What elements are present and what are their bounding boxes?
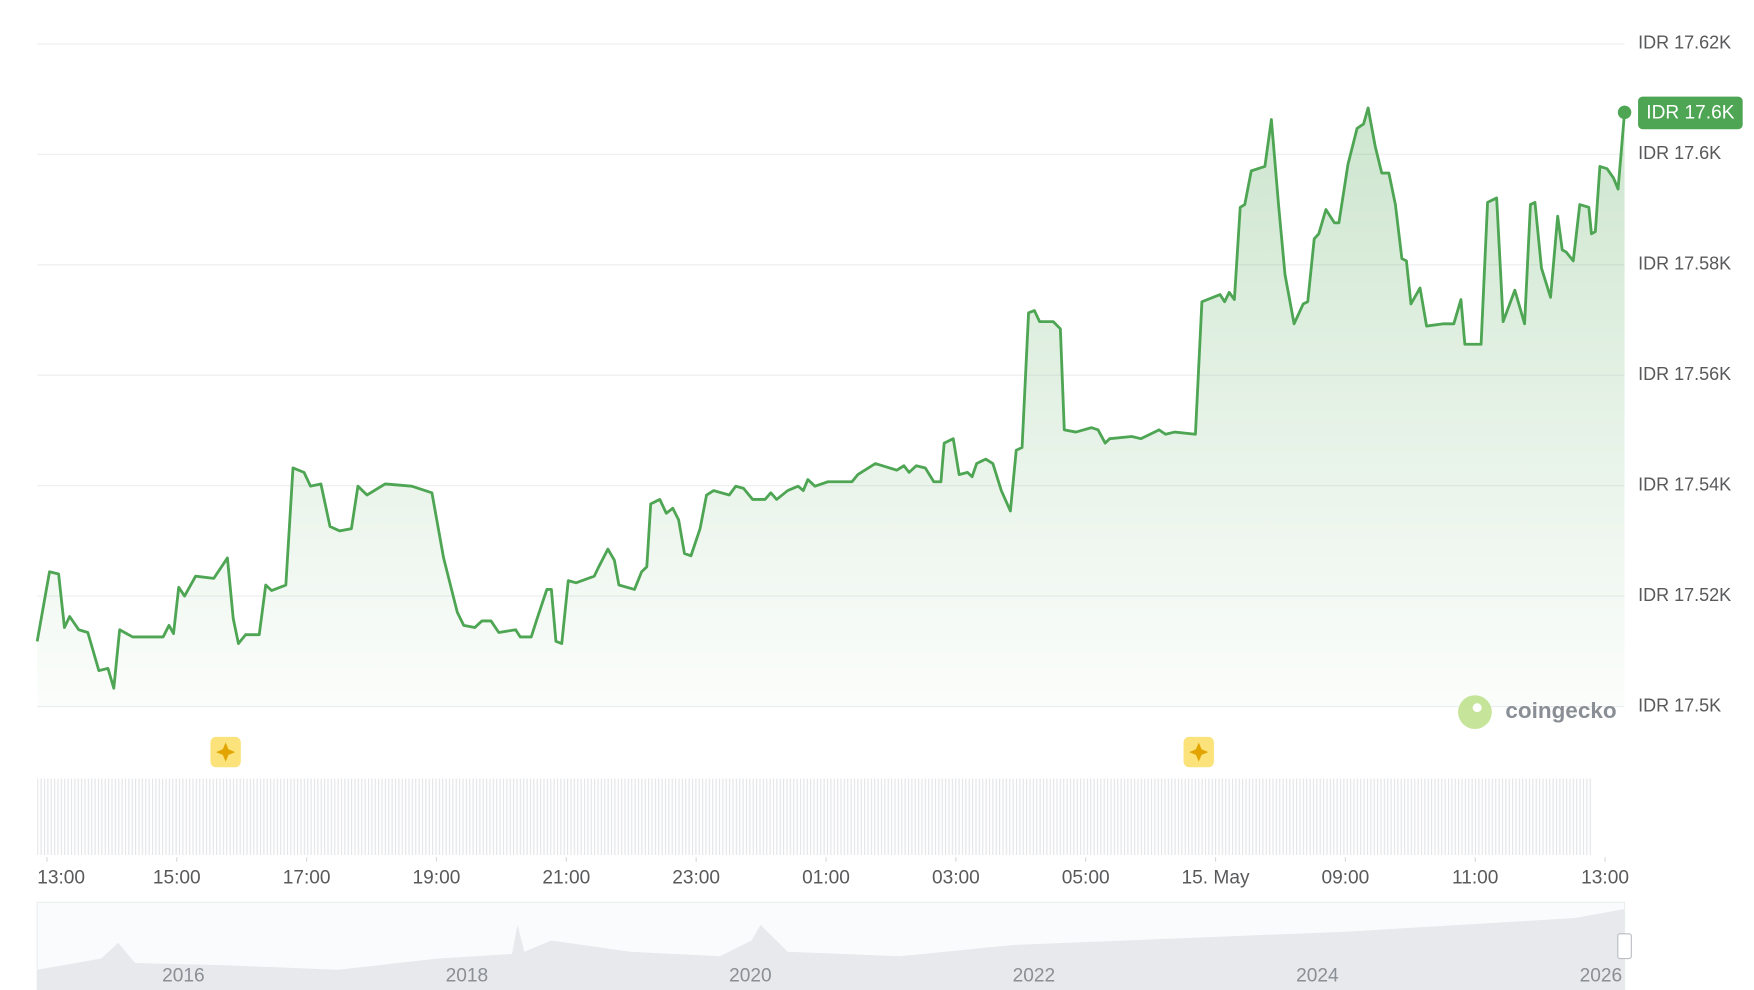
- navigator-year: 2018: [446, 966, 489, 987]
- x-tick-label: 01:00: [802, 868, 850, 889]
- x-tick-label: 13:00: [37, 868, 85, 889]
- x-tick-label: 23:00: [672, 868, 720, 889]
- line: [35, 106, 1626, 690]
- x-tick-label: 15:00: [153, 868, 201, 889]
- x-tick-label: 21:00: [542, 868, 590, 889]
- x-tick-label: 15. May: [1182, 868, 1250, 889]
- x-tick-label: 03:00: [932, 868, 980, 889]
- navigator-year: 2024: [1296, 966, 1339, 987]
- y-tick-label: IDR 17.52K: [1638, 585, 1731, 605]
- y-tick-label: IDR 17.56K: [1638, 364, 1731, 384]
- x-tick-label: 17:00: [283, 868, 331, 889]
- x-tick-label: 11:00: [1452, 868, 1498, 889]
- x-tick-label: 09:00: [1321, 868, 1369, 889]
- navigator: [36, 901, 1632, 990]
- price-badge: [1638, 96, 1743, 130]
- navigator-year: 2016: [162, 966, 205, 987]
- x-tick-label: 05:00: [1062, 868, 1110, 889]
- navigator-year: 2026: [1580, 966, 1623, 987]
- event-marker: [210, 736, 241, 768]
- price-badge-label: IDR 17.6K: [1646, 103, 1734, 124]
- area: [37, 107, 1625, 707]
- y-tick-label: IDR 17.54K: [1638, 474, 1731, 494]
- event-marker: [1183, 736, 1214, 768]
- y-tick-label: IDR 17.58K: [1638, 254, 1731, 274]
- y-tick-label: IDR 17.62K: [1638, 33, 1731, 53]
- volume-bars: [37, 778, 1592, 855]
- y-tick-label: IDR 17.5K: [1638, 695, 1721, 715]
- last-point: [1617, 105, 1632, 120]
- x-tick-label: 19:00: [413, 868, 461, 889]
- y-tick-label: IDR 17.6K: [1638, 143, 1721, 163]
- navigator-year: 2022: [1013, 966, 1056, 987]
- x-tick-label: 13:00: [1581, 868, 1629, 889]
- navigator-year: 2020: [729, 966, 772, 987]
